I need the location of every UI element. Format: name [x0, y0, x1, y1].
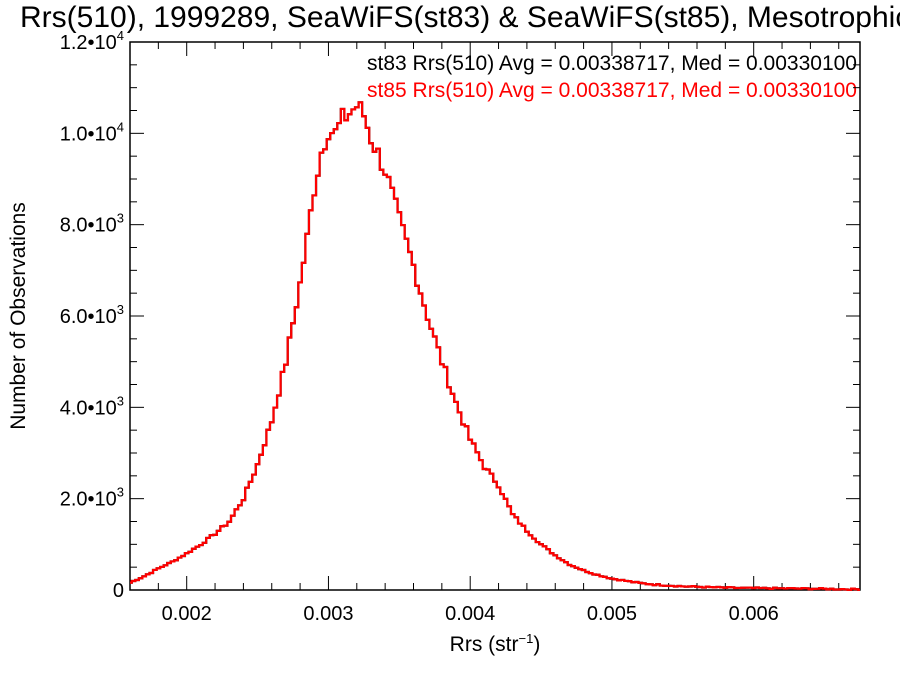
y-tick-label: 8.0•103	[60, 211, 124, 237]
x-tick-label: 0.006	[729, 603, 779, 625]
series-st83-histogram	[130, 101, 860, 592]
series-layer	[130, 101, 860, 592]
chart-title: Rrs(510), 1999289, SeaWiFS(st83) & SeaWi…	[20, 1, 900, 34]
x-axis-label: Rrs (str−1)	[450, 631, 541, 656]
y-tick-label: 1.0•104	[60, 119, 124, 145]
plot-frame	[129, 41, 861, 591]
annotation-line: st85 Rrs(510) Avg = 0.00338717, Med = 0.…	[367, 79, 857, 102]
y-axis-label: Number of Observations	[7, 202, 30, 430]
y-tick-label: 2.0•103	[60, 485, 124, 511]
y-axis-ticks: 0 2.0•103 4.0•103 6.0•103 8.0•103 1.0•104 1.2•…	[60, 28, 860, 602]
y-tick-label: 4.0•103	[60, 393, 124, 419]
legend-annotations: st83 Rrs(510) Avg = 0.00338717, Med = 0.…	[367, 52, 857, 102]
y-tick-label: 6.0•103	[60, 302, 124, 328]
y-tick-label: 1.2•104	[60, 28, 124, 54]
x-tick-label: 0.005	[587, 603, 637, 625]
x-tick-label: 0.003	[303, 603, 353, 625]
y-tick-label: 0	[113, 580, 124, 602]
x-tick-label: 0.002	[162, 603, 212, 625]
x-tick-label: 0.004	[445, 603, 495, 625]
annotation-line: st83 Rrs(510) Avg = 0.00338717, Med = 0.…	[367, 52, 857, 75]
x-axis-ticks: 0.002 0.003 0.004 0.005 0.006	[129, 42, 840, 625]
series-st85-histogram	[130, 101, 860, 592]
